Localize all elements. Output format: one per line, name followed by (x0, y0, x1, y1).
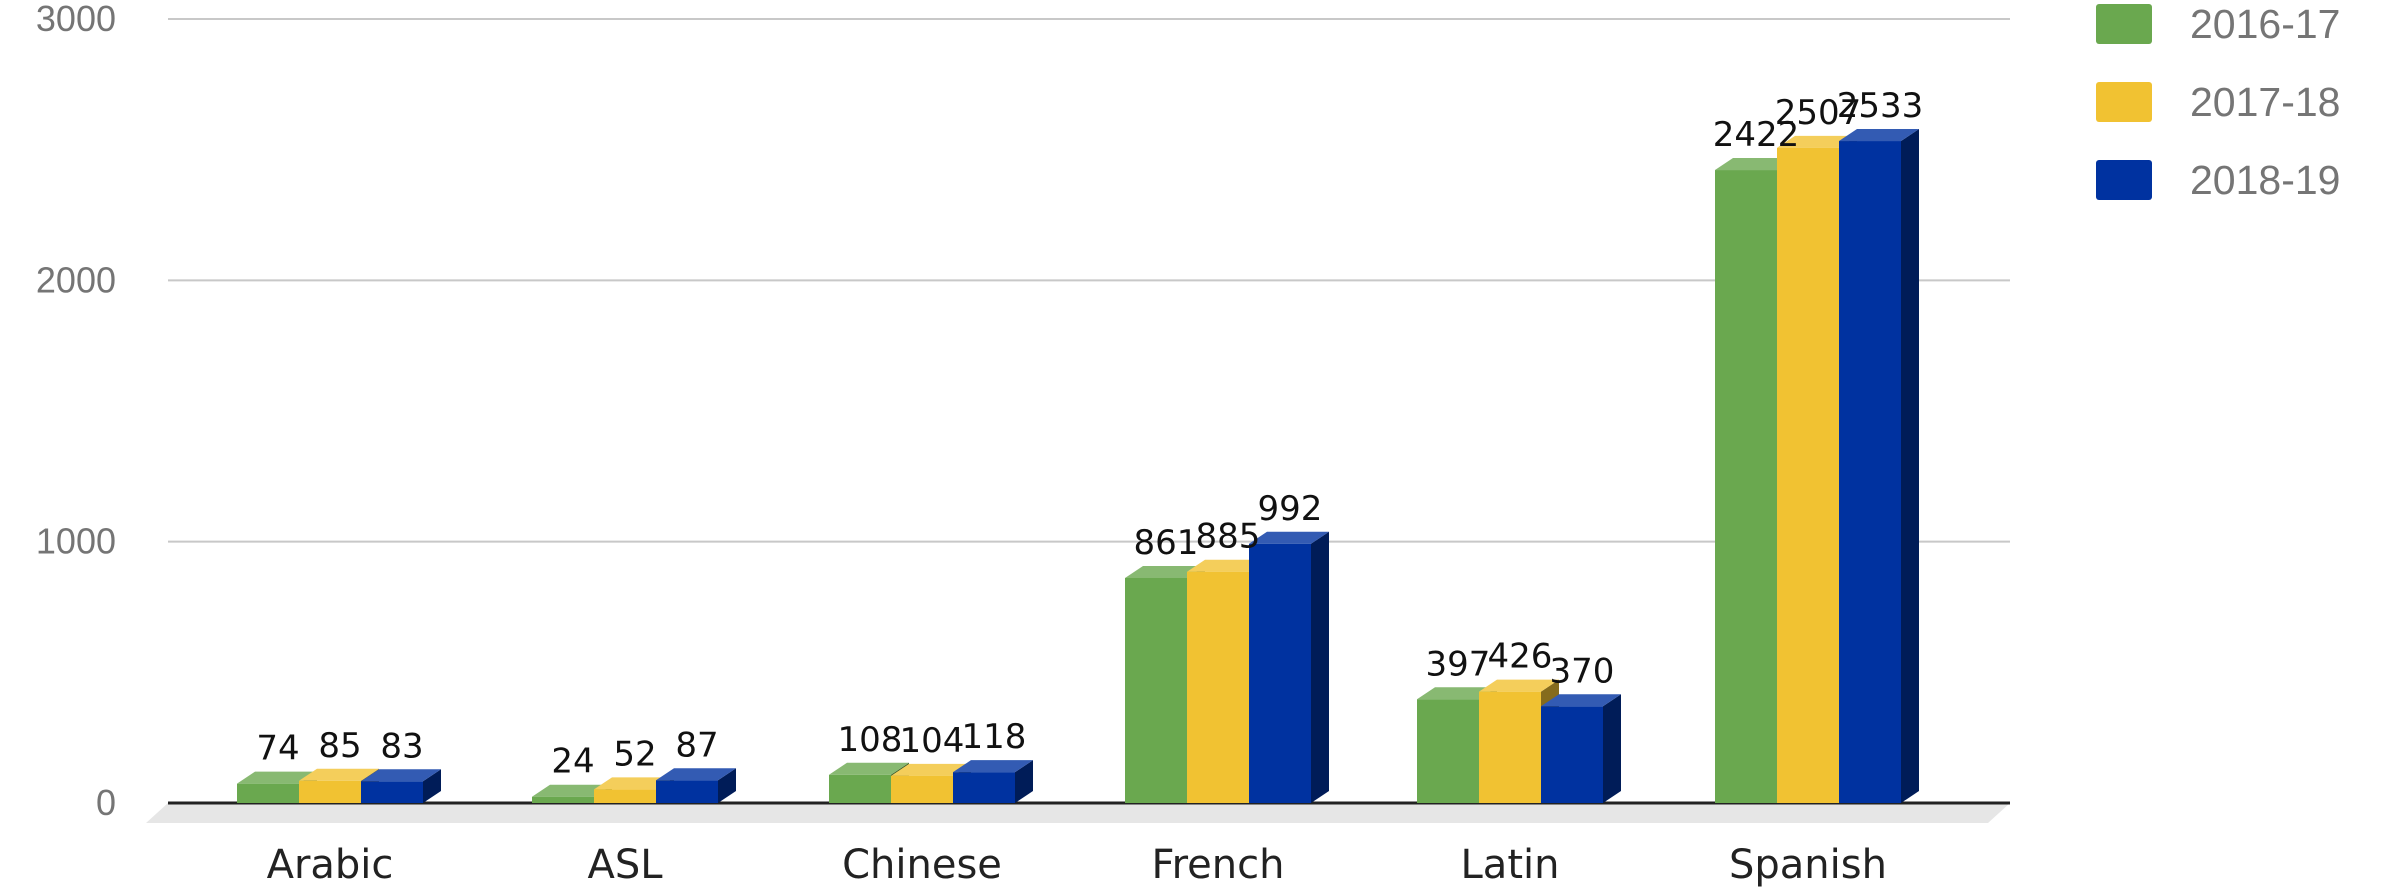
data-label: 861 (1134, 523, 1199, 563)
bar-front (532, 796, 594, 803)
bar-side (1901, 129, 1919, 803)
bar-top (891, 763, 971, 776)
bar-top (1479, 679, 1559, 692)
data-label: 2533 (1837, 86, 1924, 126)
bar-front (891, 775, 953, 803)
bar-top (1541, 694, 1621, 707)
legend-label: 2017-18 (2190, 79, 2340, 125)
legend-label: 2016-17 (2190, 1, 2340, 47)
data-label: 992 (1258, 489, 1323, 529)
bar-side (1015, 760, 1033, 803)
bar-front (1541, 706, 1603, 803)
bars (237, 129, 1919, 803)
data-label: 2422 (1713, 115, 1800, 155)
bar-side (1603, 694, 1621, 803)
data-label: 2507 (1775, 93, 1862, 133)
y-tick-label: 2000 (36, 259, 116, 300)
bar-front (299, 780, 361, 803)
x-category-label: Chinese (842, 842, 1002, 888)
bar-top (361, 769, 441, 782)
bar-top (594, 777, 674, 790)
y-tick-label: 3000 (36, 0, 116, 39)
bar-front (1715, 170, 1777, 803)
bar-top (532, 784, 612, 797)
bar (361, 769, 441, 803)
bar-front (1187, 571, 1249, 803)
bar-top (1417, 687, 1497, 700)
bar (1541, 694, 1621, 803)
x-category-label: Arabic (267, 842, 394, 888)
legend: 2016-17 2017-18 2018-19 (2096, 1, 2340, 203)
data-label: 87 (675, 725, 718, 765)
bar-top (1187, 559, 1267, 572)
data-label: 52 (613, 734, 656, 774)
bar-side (718, 768, 736, 803)
data-label: 104 (900, 721, 965, 761)
bar-front (1249, 543, 1311, 803)
bar-top (237, 771, 317, 784)
bar-front (1417, 699, 1479, 803)
data-label: 118 (962, 717, 1027, 757)
legend-swatch (2096, 82, 2152, 122)
data-label: 397 (1426, 644, 1491, 684)
bar (1249, 531, 1329, 803)
x-axis-categories: Arabic ASL Chinese French Latin Spanish (267, 842, 1887, 888)
bar-front (594, 789, 656, 803)
bar-front (1777, 147, 1839, 803)
data-label: 83 (380, 726, 423, 766)
x-category-label: Spanish (1729, 842, 1887, 888)
bar-front (361, 781, 423, 803)
legend-label: 2018-19 (2190, 157, 2340, 203)
bar-front (1839, 141, 1901, 803)
bar-front (953, 772, 1015, 803)
bar-front (1125, 577, 1187, 803)
bar-top (1777, 135, 1857, 148)
data-label: 370 (1550, 651, 1615, 691)
bar (1839, 129, 1919, 803)
data-label: 108 (838, 720, 903, 760)
data-label: 426 (1488, 637, 1553, 677)
data-label: 24 (551, 742, 594, 782)
gridlines (146, 18, 2010, 823)
bar-top (656, 768, 736, 781)
bar-front (237, 783, 299, 803)
bar-top (299, 768, 379, 781)
bar-top (1249, 531, 1329, 544)
legend-swatch (2096, 160, 2152, 200)
bar-top (1715, 158, 1795, 171)
bar (656, 768, 736, 803)
y-tick-label: 1000 (36, 521, 116, 562)
y-tick-label: 0 (96, 782, 116, 823)
bar-side (423, 769, 441, 803)
bar-front (1479, 691, 1541, 803)
bar-side (1311, 531, 1329, 803)
x-category-label: ASL (587, 842, 663, 888)
bar-top (1839, 129, 1919, 142)
bar-front (656, 780, 718, 803)
y-axis-ticks: 0 1000 2000 3000 (36, 0, 116, 823)
x-category-label: Latin (1461, 842, 1560, 888)
x-category-label: French (1152, 842, 1285, 888)
data-label: 85 (318, 726, 361, 766)
bar (953, 760, 1033, 803)
data-label: 885 (1196, 517, 1261, 557)
bar-top (953, 760, 1033, 773)
bar-top (1125, 565, 1205, 578)
bar-top (829, 762, 909, 775)
bar-front (829, 774, 891, 803)
plot-floor (146, 803, 2010, 823)
legend-swatch (2096, 4, 2152, 44)
data-label: 74 (256, 729, 299, 769)
